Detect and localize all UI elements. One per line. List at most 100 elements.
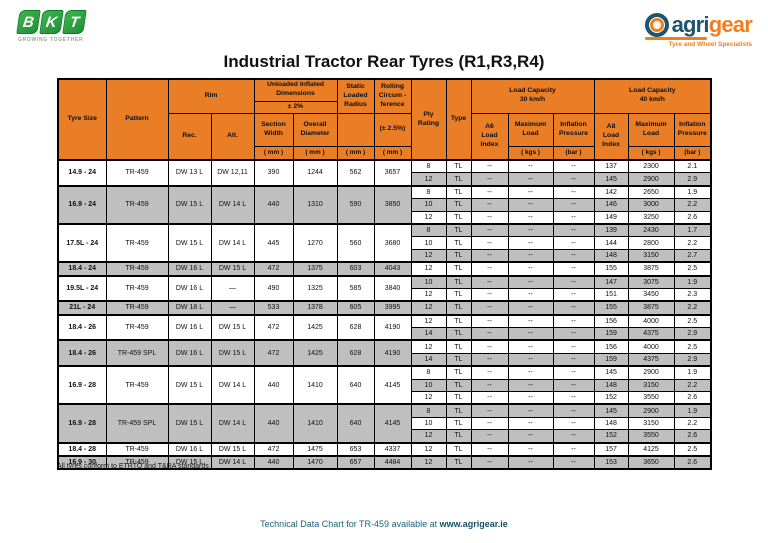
cell-type: TL	[445, 287, 472, 302]
table-row: 12 TL -- -- -- 151 3450 2.3	[58, 287, 712, 302]
cell-load30: --	[507, 313, 554, 329]
cell-load40: 3075	[627, 274, 675, 289]
cell-size: 16.9 - 28	[57, 365, 107, 405]
table-row: 18.4 - 28 TR-459 DW 16 L DW 15 L 472 1475 653 4…	[57, 441, 712, 457]
cell-type: TL	[445, 300, 472, 316]
cell-static-radius: 605	[336, 300, 375, 316]
col-header-inflation-pressure-40: Inflation Pressure	[673, 112, 712, 147]
cell-load40: 3875	[627, 261, 675, 277]
cell-li40: 146	[593, 198, 629, 212]
cell-type: TL	[445, 184, 472, 200]
table-row: 16.9 - 28 TR-459 SPL DW 15 L DW 14 L 440 1410…	[57, 403, 712, 444]
cell-alt: DW 14 L	[210, 454, 255, 470]
cell-li30: --	[470, 236, 509, 250]
cell-ply: 8	[410, 365, 447, 380]
cell-load30: --	[507, 416, 554, 431]
cell-load30: --	[507, 454, 554, 470]
cell-load30: --	[507, 339, 554, 354]
cell-inf40: 1.9	[673, 365, 712, 380]
cell-alt: —	[210, 274, 255, 302]
standards-note: All tyres conform to ETRTO and T&RA stan…	[57, 463, 209, 470]
col-header-rolling-circumference: Rolling Circum - ference	[373, 78, 412, 114]
cell-ply: 10	[410, 378, 447, 393]
cell-overall-diameter: 1378	[292, 300, 338, 316]
cell-type: TL	[445, 222, 472, 238]
cell-rec: DW 16 L	[167, 339, 212, 367]
unit-overall-diameter-mm: ( mm )	[292, 145, 338, 161]
bkt-tagline: GROWING TOGETHER	[18, 37, 84, 43]
cell-load40: 3000	[627, 198, 675, 212]
cell-load40: 3150	[627, 378, 675, 393]
cell-load30: --	[507, 222, 554, 238]
cell-rec: DW 15 L	[167, 222, 212, 263]
cell-li30: --	[470, 378, 509, 393]
cell-overall-diameter: 1270	[292, 222, 338, 263]
cell-rolling-circ: 4337	[373, 441, 412, 457]
cell-alt: DW 14 L	[210, 184, 255, 225]
cell-ply: 14	[410, 352, 447, 367]
cell-load40: 4125	[627, 441, 675, 457]
cell-type: TL	[445, 198, 472, 212]
cell-alt: DW 14 L	[210, 365, 255, 405]
cell-load30: --	[507, 441, 554, 457]
col-header-load-index-40: A8 Load Index	[593, 112, 629, 161]
cell-type: TL	[445, 159, 472, 174]
footer-banner: Technical Data Chart for TR-459 availabl…	[0, 519, 768, 529]
cell-load40: 3650	[627, 454, 675, 470]
cell-inf40: 2.6	[673, 429, 712, 444]
tyre-data-table: Tyre Size Pattern Rim Unloaded Inflated …	[57, 78, 713, 471]
col-header-inflation-pressure-30: Inflation Pressure	[552, 112, 595, 147]
cell-overall-diameter: 1310	[292, 184, 338, 225]
bkt-logo: B K T GROWING TOGETHER	[16, 10, 87, 43]
cell-inf30: --	[552, 327, 595, 341]
cell-type: TL	[445, 327, 472, 341]
cell-ply: 12	[410, 339, 447, 354]
cell-li30: --	[470, 210, 509, 225]
cell-load40: 2800	[627, 236, 675, 250]
cell-inf40: 2.2	[673, 300, 712, 316]
cell-load30: --	[507, 300, 554, 316]
cell-li40: 156	[593, 339, 629, 354]
cell-load30: --	[507, 210, 554, 225]
cell-pattern: TR-459	[105, 365, 169, 405]
cell-inf40: 2.9	[673, 352, 712, 367]
cell-rec: DW 16 L	[167, 441, 212, 457]
table-header: Tyre Size Pattern Rim Unloaded Inflated …	[57, 78, 712, 161]
cell-ply: 8	[410, 222, 447, 238]
cell-inf30: --	[552, 198, 595, 212]
cell-rolling-circ: 4190	[373, 313, 412, 341]
cell-inf30: --	[552, 300, 595, 316]
col-header-rolling-tolerance: (± 2.5%)	[373, 112, 412, 147]
cell-section-width: 533	[253, 300, 294, 316]
cell-li30: --	[470, 416, 509, 431]
table-row: 16.9 - 30 TR-459 DW 15 L DW 14 L 440 1470 657 4…	[57, 454, 712, 470]
cell-li30: --	[470, 248, 509, 263]
cell-section-width: 390	[253, 159, 294, 187]
cell-rolling-circ: 4145	[373, 365, 412, 405]
cell-overall-diameter: 1425	[292, 339, 338, 367]
table-row: 10 TL -- -- -- 146 3000 2.2	[58, 198, 712, 212]
col-header-rim-rec: Rec.	[167, 112, 212, 161]
footer-website-link[interactable]: www.agrigear.ie	[439, 519, 508, 529]
cell-ply: 8	[410, 403, 447, 418]
cell-size: 19.5L - 24	[57, 274, 107, 302]
cell-ply: 12	[410, 287, 447, 302]
cell-type: TL	[445, 248, 472, 263]
cell-type: TL	[445, 210, 472, 225]
cell-li30: --	[470, 313, 509, 329]
cell-rolling-circ: 4484	[373, 454, 412, 470]
cell-li40: 149	[593, 210, 629, 225]
col-header-maximum-load-30: Maximum Load	[507, 112, 554, 147]
cell-load40: 4000	[627, 339, 675, 354]
cell-alt: DW 15 L	[210, 339, 255, 367]
cell-inf40: 2.9	[673, 327, 712, 341]
agrigear-underline-swoosh	[644, 37, 707, 40]
col-header-type: Type	[445, 78, 472, 161]
cell-inf30: --	[552, 210, 595, 225]
cell-load30: --	[507, 172, 554, 187]
cell-load40: 4000	[627, 313, 675, 329]
cell-rolling-circ: 4190	[373, 339, 412, 367]
cell-inf30: --	[552, 172, 595, 187]
cell-load30: --	[507, 261, 554, 277]
cell-ply: 10	[410, 274, 447, 289]
